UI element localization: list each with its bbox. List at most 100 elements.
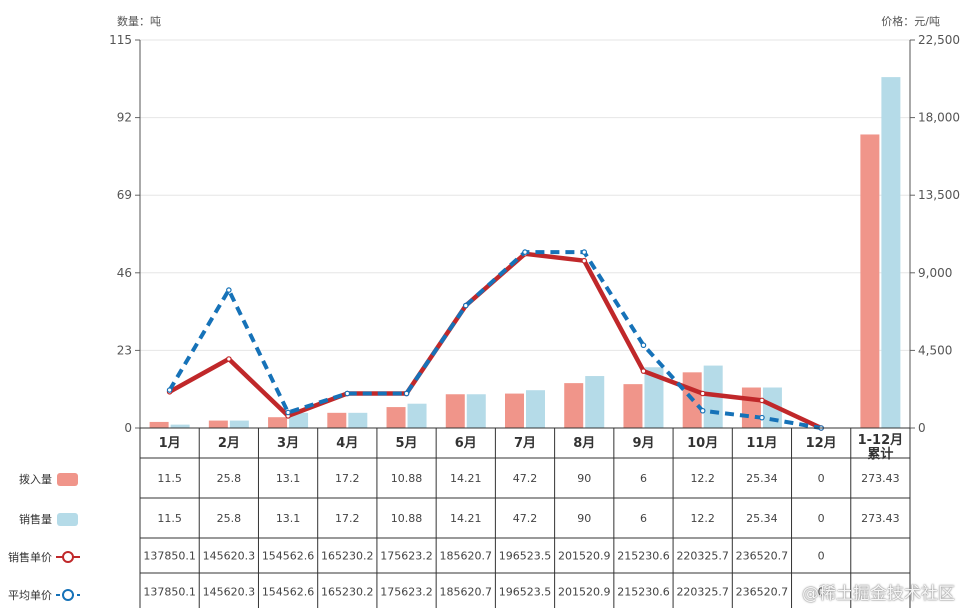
legend-swatch	[57, 473, 78, 486]
left-tick-label: 46	[117, 266, 132, 280]
table-cell: 17.2	[335, 512, 360, 525]
line-point	[699, 390, 706, 397]
bar-allocated	[445, 394, 465, 428]
bar-sales	[289, 412, 309, 428]
table-cell: 10.88	[391, 472, 423, 485]
line-point	[166, 387, 173, 393]
line-point	[285, 409, 291, 416]
table-cell: 25.8	[217, 472, 242, 485]
category-label: 1月	[159, 436, 181, 451]
table-cell: 14.21	[450, 512, 482, 525]
legend-marker	[62, 589, 74, 601]
table-cell: 25.34	[746, 512, 778, 525]
line-point	[462, 302, 469, 309]
table-cell: 154562.6	[262, 586, 315, 599]
category-label: 7月	[514, 436, 536, 451]
line-point	[226, 287, 232, 293]
bar-allocated	[741, 387, 761, 428]
left-tick-label: 92	[117, 111, 132, 125]
bar-sales	[466, 394, 486, 428]
legend-swatch	[57, 513, 78, 526]
bar-allocated	[505, 393, 524, 428]
line-point	[581, 249, 588, 255]
bar-sales	[881, 77, 901, 429]
table-cell: 14.21	[450, 472, 482, 485]
table-cell: 0	[818, 586, 825, 599]
table-cell: 273.43	[861, 512, 900, 525]
line-point	[640, 368, 647, 374]
table-cell: 175623.2	[380, 550, 433, 563]
table-cell: 215230.6	[617, 550, 670, 563]
table-cell: 90	[577, 512, 591, 525]
right-tick-label: 22,500	[918, 33, 960, 47]
table-cell: 220325.7	[676, 586, 729, 599]
bar-sales	[407, 403, 427, 428]
legend-marker	[62, 551, 74, 563]
watermark: @稀土掘金技术社区	[802, 584, 955, 604]
table-cell: 0	[818, 512, 825, 525]
category-label: 4月	[336, 436, 358, 451]
line-point	[522, 249, 528, 255]
table-cell: 137850.1	[143, 586, 196, 599]
category-label: 6月	[455, 436, 477, 451]
legend-label: 平均单价	[8, 589, 52, 602]
category-label: 3月	[277, 436, 299, 451]
table-cell: 165230.2	[321, 550, 374, 563]
line-point	[759, 414, 765, 421]
category-label: 2月	[218, 436, 240, 451]
category-label: 9月	[632, 436, 654, 451]
line-point	[344, 390, 351, 397]
table-cell: 175623.2	[380, 586, 433, 599]
table-cell: 196523.5	[499, 550, 552, 563]
table-cell: 215230.6	[617, 586, 670, 599]
table-cell: 6	[640, 512, 647, 525]
right-tick-label: 13,500	[918, 188, 960, 202]
bar-sales	[526, 390, 545, 428]
legend-label: 销售单价	[8, 550, 52, 564]
line-point	[226, 356, 232, 362]
bar-allocated	[860, 134, 880, 429]
table-cell: 13.1	[276, 512, 301, 525]
table-cell: 236520.7	[736, 586, 789, 599]
left-tick-label: 0	[124, 421, 132, 435]
table-cell: 17.2	[335, 472, 360, 485]
left-tick-label: 115	[109, 33, 132, 47]
left-axis-unit: 数量：吨	[117, 15, 161, 28]
series-line-sales-price	[168, 251, 823, 431]
bar-allocated	[564, 383, 584, 428]
table-cell: 236520.7	[736, 550, 789, 563]
right-tick-label: 0	[918, 421, 926, 435]
table-cell: 12.2	[690, 512, 715, 525]
table-cell: 201520.9	[558, 586, 611, 599]
table-cell: 145620.3	[203, 550, 256, 563]
bar-allocated	[149, 421, 169, 428]
line-point	[640, 342, 647, 349]
right-axis-unit: 价格：元/吨	[881, 14, 940, 28]
table-cell: 201520.9	[558, 550, 611, 563]
table-cell: 13.1	[276, 472, 301, 485]
legend-label: 拨入量	[19, 472, 52, 486]
table-cell: 12.2	[690, 472, 715, 485]
legend-label: 销售量	[19, 512, 52, 526]
category-label: 12月	[806, 436, 837, 451]
table-cell: 185620.7	[440, 586, 493, 599]
table-cell: 273.43	[861, 472, 900, 485]
series-line-average-price	[167, 250, 822, 430]
table-cell: 47.2	[513, 512, 538, 525]
line-point	[403, 390, 410, 397]
table-cell: 185620.7	[440, 550, 493, 563]
bar-sales	[348, 412, 368, 428]
bar-allocated	[327, 412, 347, 428]
line-point	[759, 397, 765, 404]
table-cell: 137850.1	[143, 550, 196, 563]
table-cell: 145620.3	[203, 586, 256, 599]
category-label: 10月	[687, 436, 718, 451]
bar-sales	[585, 376, 605, 428]
table-cell: 25.8	[217, 512, 242, 525]
table-cell: 0	[818, 472, 825, 485]
table-cell: 10.88	[391, 512, 423, 525]
table-cell: 11.5	[157, 512, 182, 525]
table-cell: 25.34	[746, 472, 778, 485]
table-cell: 165230.2	[321, 586, 374, 599]
